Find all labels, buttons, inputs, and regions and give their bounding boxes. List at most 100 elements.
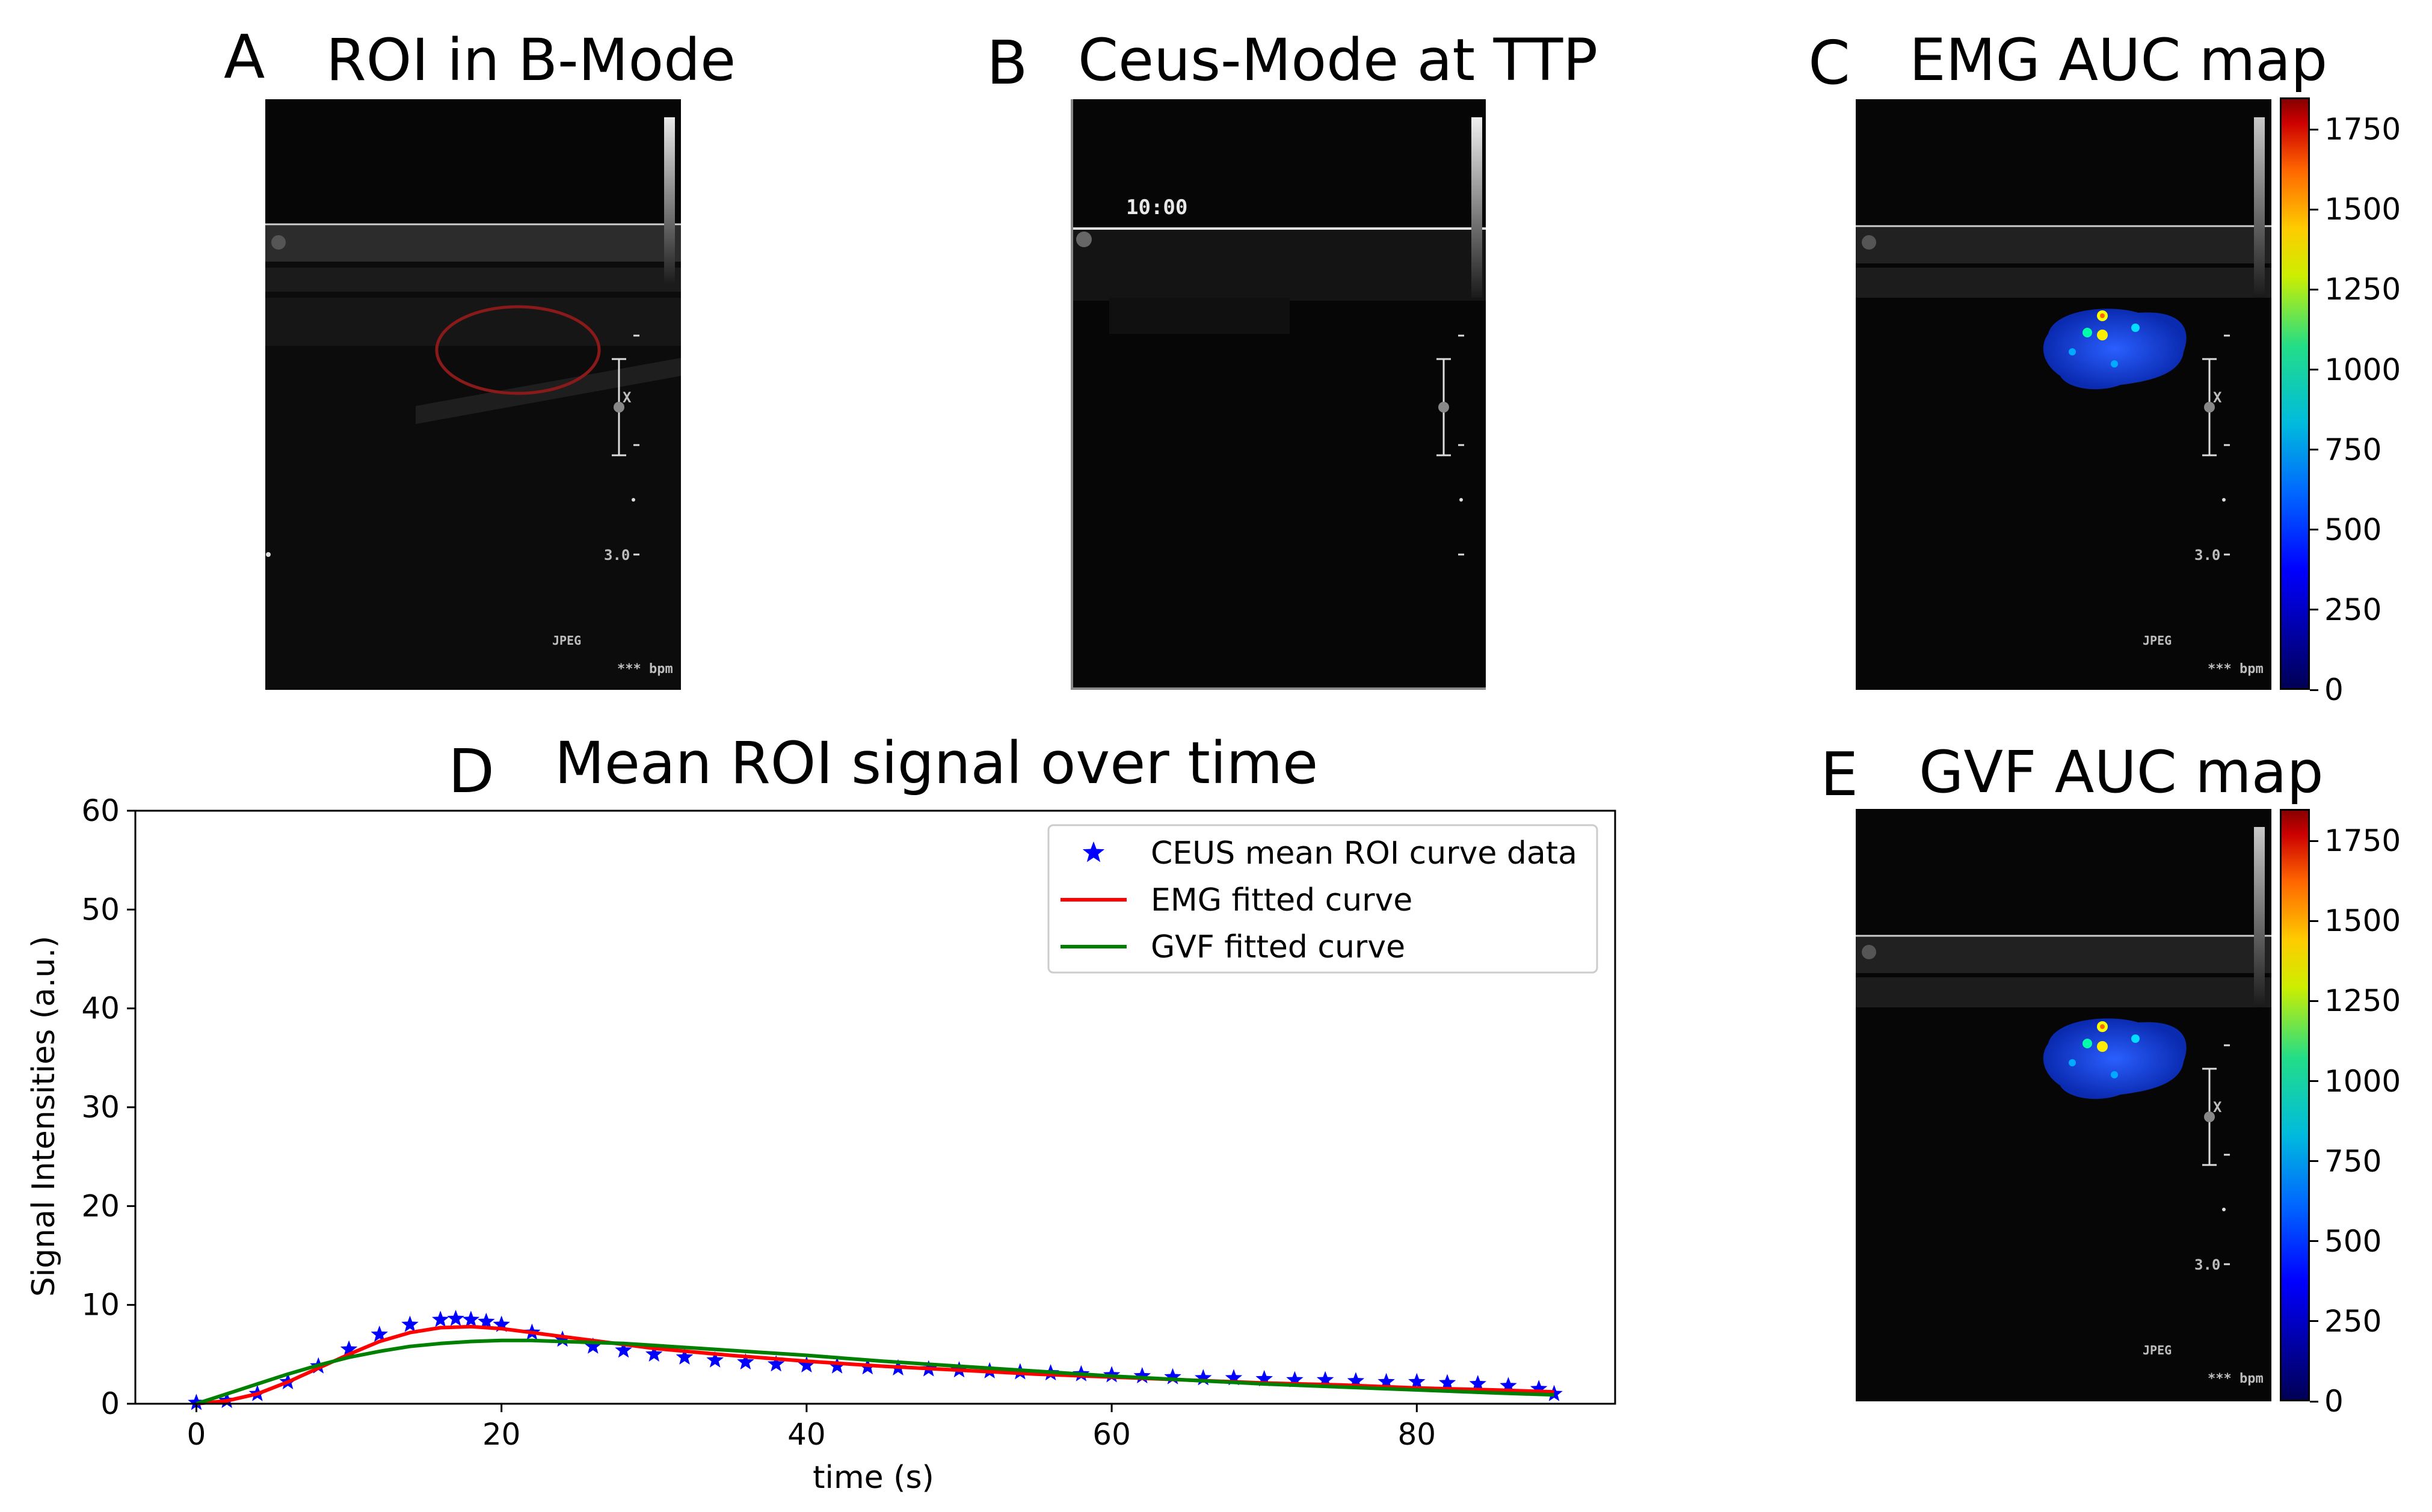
- data-point-star: [645, 1345, 663, 1362]
- gvf-map-graphic: [1856, 827, 2271, 1265]
- colorbar-c: [2280, 97, 2310, 690]
- y-tick-label: 20: [81, 1188, 120, 1223]
- colorbar-c-tick-mark: [2310, 208, 2318, 211]
- data-point-star: [432, 1311, 449, 1327]
- colorbar-e-tick-label: 1750: [2324, 823, 2401, 859]
- colorbar-e-tick-mark: [2310, 1160, 2318, 1163]
- y-tick-label: 40: [81, 991, 120, 1026]
- panel-b-letter: B: [987, 28, 1028, 98]
- panel-b-title: Ceus-Mode at TTP: [1078, 26, 1598, 94]
- x-tick-label: 40: [787, 1417, 826, 1452]
- data-point-star: [767, 1355, 785, 1372]
- colorbar-e-tick-mark: [2310, 1000, 2318, 1002]
- colorbar-e-tick-label: 750: [2324, 1143, 2382, 1179]
- data-point-star: [1164, 1368, 1181, 1384]
- data-point-star: [737, 1353, 754, 1370]
- colorbar-e-tick-label: 250: [2324, 1303, 2382, 1339]
- colorbar-c-tick-label: 250: [2324, 592, 2382, 627]
- emg-map-graphic: [1856, 117, 2271, 556]
- y-tick-label: 0: [100, 1386, 120, 1421]
- colorbar-e-tick-mark: [2310, 1320, 2318, 1323]
- data-point-star: [1408, 1372, 1426, 1389]
- data-point-star: [1545, 1384, 1563, 1401]
- legend-label-ceus-mean-roi-curve-data: CEUS mean ROI curve data: [1151, 835, 1577, 871]
- panel-c-letter: C: [1808, 28, 1850, 98]
- colorbar-c-tick-label: 1750: [2324, 112, 2401, 147]
- bmode-scan-graphic: [265, 117, 681, 690]
- data-point-star: [1316, 1371, 1334, 1388]
- colorbar-c-tick-label: 1500: [2324, 192, 2401, 227]
- data-point-star: [493, 1315, 510, 1332]
- colorbar-e-tick-label: 1000: [2324, 1063, 2401, 1099]
- colorbar-c-tick-label: 1250: [2324, 272, 2401, 307]
- bpm-label: *** bpm: [617, 662, 673, 677]
- colorbar-c-tick-mark: [2310, 128, 2318, 131]
- colorbar-e-tick-label: 1250: [2324, 983, 2401, 1019]
- data-point-star: [478, 1312, 495, 1329]
- bpm-label: *** bpm: [2208, 1371, 2264, 1386]
- panel-a-bmode-image: X 3.0 JPEG *** bpm: [265, 99, 681, 690]
- marker-x-label: X: [623, 389, 632, 406]
- x-tick-label: 0: [187, 1417, 206, 1452]
- y-tick-label: 10: [81, 1288, 120, 1323]
- depth-label: 3.0: [604, 547, 630, 564]
- data-point-star: [1469, 1375, 1486, 1392]
- data-point-star: [553, 1330, 571, 1347]
- data-point-star: [1133, 1367, 1151, 1384]
- panel-e-letter: E: [1820, 739, 1859, 810]
- depth-label: 3.0: [2194, 547, 2221, 564]
- panel-e-title: GVF AUC map: [1919, 739, 2324, 806]
- x-axis-label: time (s): [813, 1460, 934, 1496]
- data-point-star: [828, 1357, 846, 1374]
- data-point-star: [1378, 1372, 1395, 1389]
- chart-legend: CEUS mean ROI curve data EMG fitted curve…: [1047, 824, 1598, 974]
- jpeg-label: JPEG: [2143, 1343, 2172, 1357]
- series-line-gvf-fitted-curve: [195, 1338, 1554, 1406]
- panel-a-title: ROI in B-Mode: [326, 26, 736, 94]
- colorbar-c-ticks: 0 250 500 750 1000 1250 1500 1750: [2310, 97, 2401, 705]
- colorbar-c-tick-mark: [2310, 369, 2318, 371]
- bpm-label: *** bpm: [2208, 662, 2264, 677]
- data-point-star: [706, 1351, 724, 1368]
- data-point-star: [1347, 1372, 1365, 1389]
- colorbar-e-tick-mark: [2310, 840, 2318, 842]
- chart-title: Mean ROI signal over time: [555, 730, 1318, 797]
- colorbar-c-tick-mark: [2310, 689, 2318, 691]
- colorbar-e-tick-label: 500: [2324, 1223, 2382, 1259]
- panel-e-gvf-map-image: X 3.0 JPEG *** bpm: [1856, 809, 2271, 1401]
- ceus-scan-graphic: [1073, 117, 1486, 556]
- jpeg-label: JPEG: [552, 633, 582, 648]
- colorbar-e-ticks: 0 250 500 750 1000 1250 1500 1750: [2310, 809, 2401, 1416]
- legend-swatch-ceus-mean-roi-curve-data: [1082, 841, 1105, 862]
- colorbar-e-tick-mark: [2310, 1080, 2318, 1083]
- data-point-star: [462, 1311, 480, 1327]
- series-line-emg-fitted-curve: [196, 1324, 1554, 1406]
- colorbar-c-tick-label: 500: [2324, 512, 2382, 547]
- panel-a-letter: A: [224, 22, 265, 92]
- timestamp-label: 10:00: [1126, 195, 1188, 220]
- panel-c-emg-map-image: X 3.0 JPEG *** bpm: [1856, 99, 2271, 690]
- colorbar-c-tick-mark: [2310, 529, 2318, 531]
- colorbar-c-tick-label: 750: [2324, 432, 2382, 467]
- colorbar-c-tick-mark: [2310, 288, 2318, 290]
- x-tick-label: 20: [482, 1417, 521, 1452]
- signal-chart: Mean ROI signal over time 0 20 40 60 80 0 10 20…: [26, 730, 1616, 1496]
- data-point-star: [1225, 1369, 1243, 1386]
- marker-x-label: X: [2213, 1099, 2222, 1116]
- colorbar-c-tick-mark: [2310, 609, 2318, 611]
- colorbar-c-tick-label: 0: [2324, 672, 2344, 707]
- marker-x-label: X: [2213, 389, 2222, 406]
- colorbar-e-tick-mark: [2310, 920, 2318, 922]
- colorbar-c-tick-label: 1000: [2324, 352, 2401, 387]
- depth-label: 3.0: [2194, 1256, 2221, 1273]
- data-point-star: [401, 1315, 419, 1332]
- data-point-star: [340, 1340, 358, 1357]
- data-point-star: [447, 1309, 464, 1326]
- colorbar-e-tick-label: 1500: [2324, 903, 2401, 939]
- data-point-star: [371, 1326, 388, 1342]
- y-tick-label: 60: [81, 793, 120, 828]
- panel-b-ceus-image: 10:00: [1071, 99, 1486, 690]
- colorbar-e: [2280, 809, 2310, 1401]
- panel-d-letter: D: [448, 736, 495, 807]
- legend-label-emg-fitted-curve: EMG fitted curve: [1151, 882, 1412, 918]
